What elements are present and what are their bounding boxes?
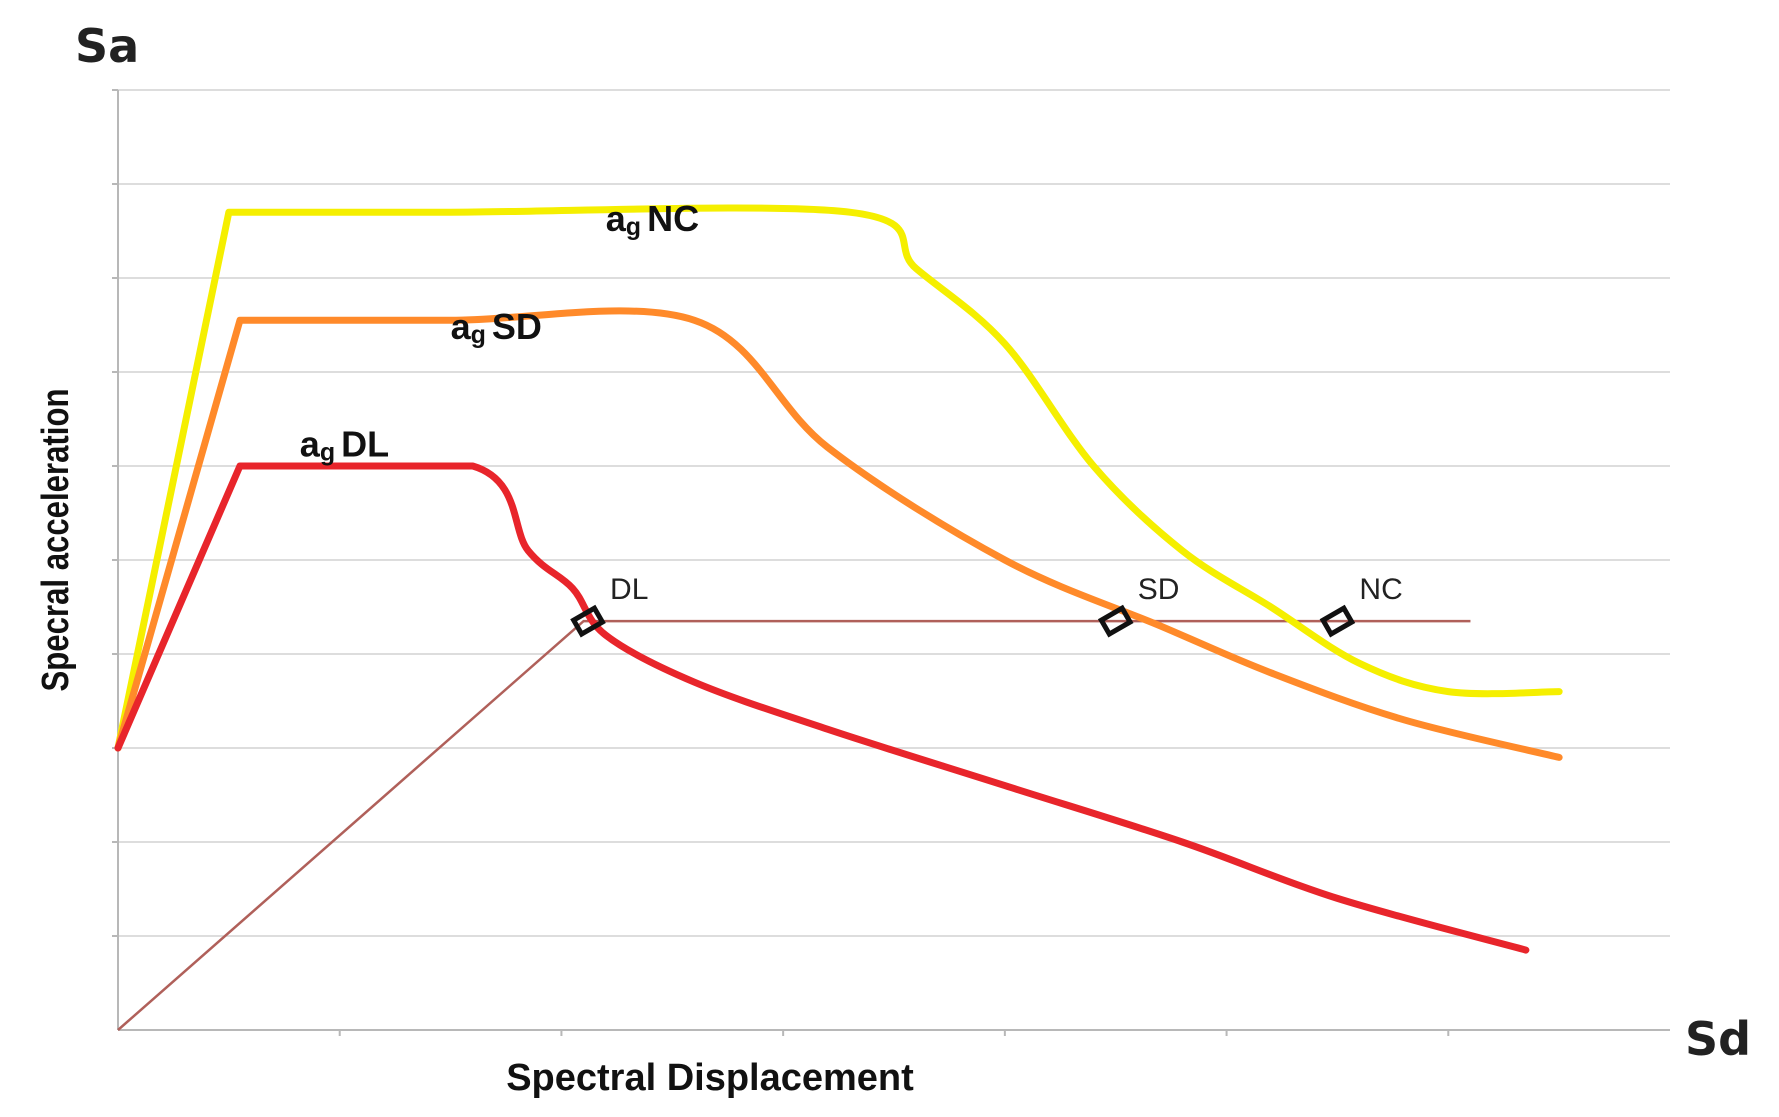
series-sd-label: ag SD bbox=[451, 306, 542, 349]
performance-points: DL SD NC bbox=[570, 573, 1403, 638]
demand-line bbox=[117, 619, 1471, 1031]
performance-point-nc bbox=[1319, 604, 1356, 638]
series-curves bbox=[114, 204, 1563, 954]
performance-point-label: NC bbox=[1359, 573, 1402, 606]
x-axis-title: Spectral Displacement bbox=[506, 1057, 914, 1099]
y-axis-symbol: Sa bbox=[75, 19, 139, 73]
series-nc-curve bbox=[114, 204, 1563, 752]
x-axis-symbol: Sd bbox=[1685, 1012, 1751, 1066]
demand-line-path bbox=[117, 619, 1471, 1031]
curve-labels: ag NC ag SD ag DL bbox=[300, 198, 699, 467]
series-nc-label: ag NC bbox=[606, 198, 699, 241]
performance-point-label: SD bbox=[1138, 573, 1180, 606]
series-sd-curve bbox=[114, 307, 1563, 761]
performance-point-dl bbox=[570, 604, 606, 638]
x-ticks bbox=[112, 89, 1450, 1036]
grid-lines bbox=[118, 89, 1670, 937]
performance-point-label: DL bbox=[610, 573, 648, 606]
series-dl-label: ag DL bbox=[300, 424, 389, 467]
performance-point-sd bbox=[1097, 604, 1134, 638]
series-dl-curve bbox=[114, 462, 1530, 954]
y-axis-title: Specral acceleration bbox=[35, 389, 77, 692]
